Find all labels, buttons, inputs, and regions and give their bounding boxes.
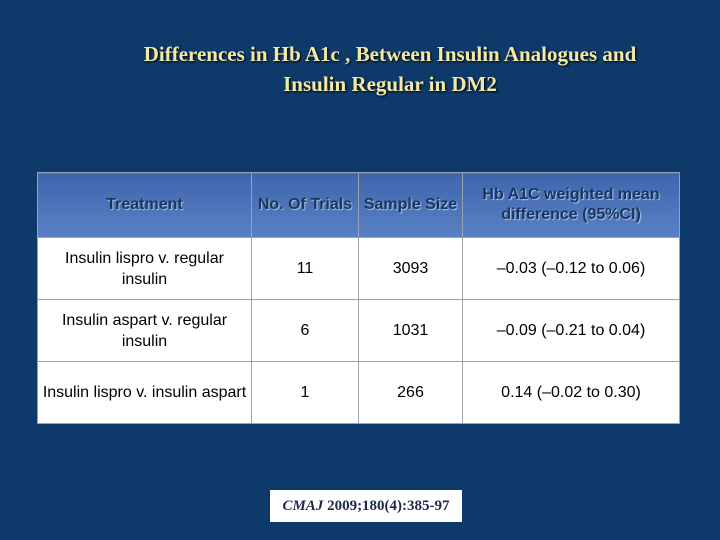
header-cell: Sample Size xyxy=(358,172,463,238)
table-cell: 0.14 (–0.02 to 0.30) xyxy=(462,361,680,424)
header-cell: Treatment xyxy=(37,172,252,238)
table-row: Insulin lispro v. regular insulin 11 3093–… xyxy=(37,237,680,300)
table-row: Insulin aspart v. regular insulin 6 1031 –0… xyxy=(37,299,680,362)
table-cell: 1 xyxy=(251,361,359,424)
table-cell: 1031 xyxy=(358,299,463,362)
title: Differences in Hb A1c , Between Insulin … xyxy=(143,42,637,66)
header-row: Treatment No. Of Trials Sample Size Hb A1C … xyxy=(37,172,680,238)
table-cell: Insulin lispro v. insulin aspart xyxy=(37,361,252,424)
table-cell: –0.09 (–0.21 to 0.04) xyxy=(462,299,680,362)
table-cell: 3093 xyxy=(358,237,463,300)
table-cell: 6 xyxy=(251,299,359,362)
table-cell: –0.03 (–0.12 to 0.06) xyxy=(462,237,680,300)
header-cell: Hb A1C weighted mean difference (95%CI) xyxy=(462,172,680,238)
table-cell: 11 xyxy=(251,237,359,300)
header-cell: No. Of Trials xyxy=(251,172,359,238)
reference: 2009;180(4):385-97 xyxy=(327,497,450,514)
table-row: Insulin lispro v. insulin aspart 1 266 0.14… xyxy=(37,361,680,424)
citation: CMAJ 2009;180(4):385-97 xyxy=(270,490,462,522)
table: Treatment No. Of Trials Sample Size Hb A1C … xyxy=(37,172,680,424)
table-cell: Insulin lispro v. regular insulin xyxy=(37,237,252,300)
table-cell: 266 xyxy=(358,361,463,424)
journal: CMAJ xyxy=(282,497,324,514)
table-cell: Insulin aspart v. regular insulin xyxy=(37,299,252,362)
title: Insulin Regular in DM2 xyxy=(283,72,497,96)
